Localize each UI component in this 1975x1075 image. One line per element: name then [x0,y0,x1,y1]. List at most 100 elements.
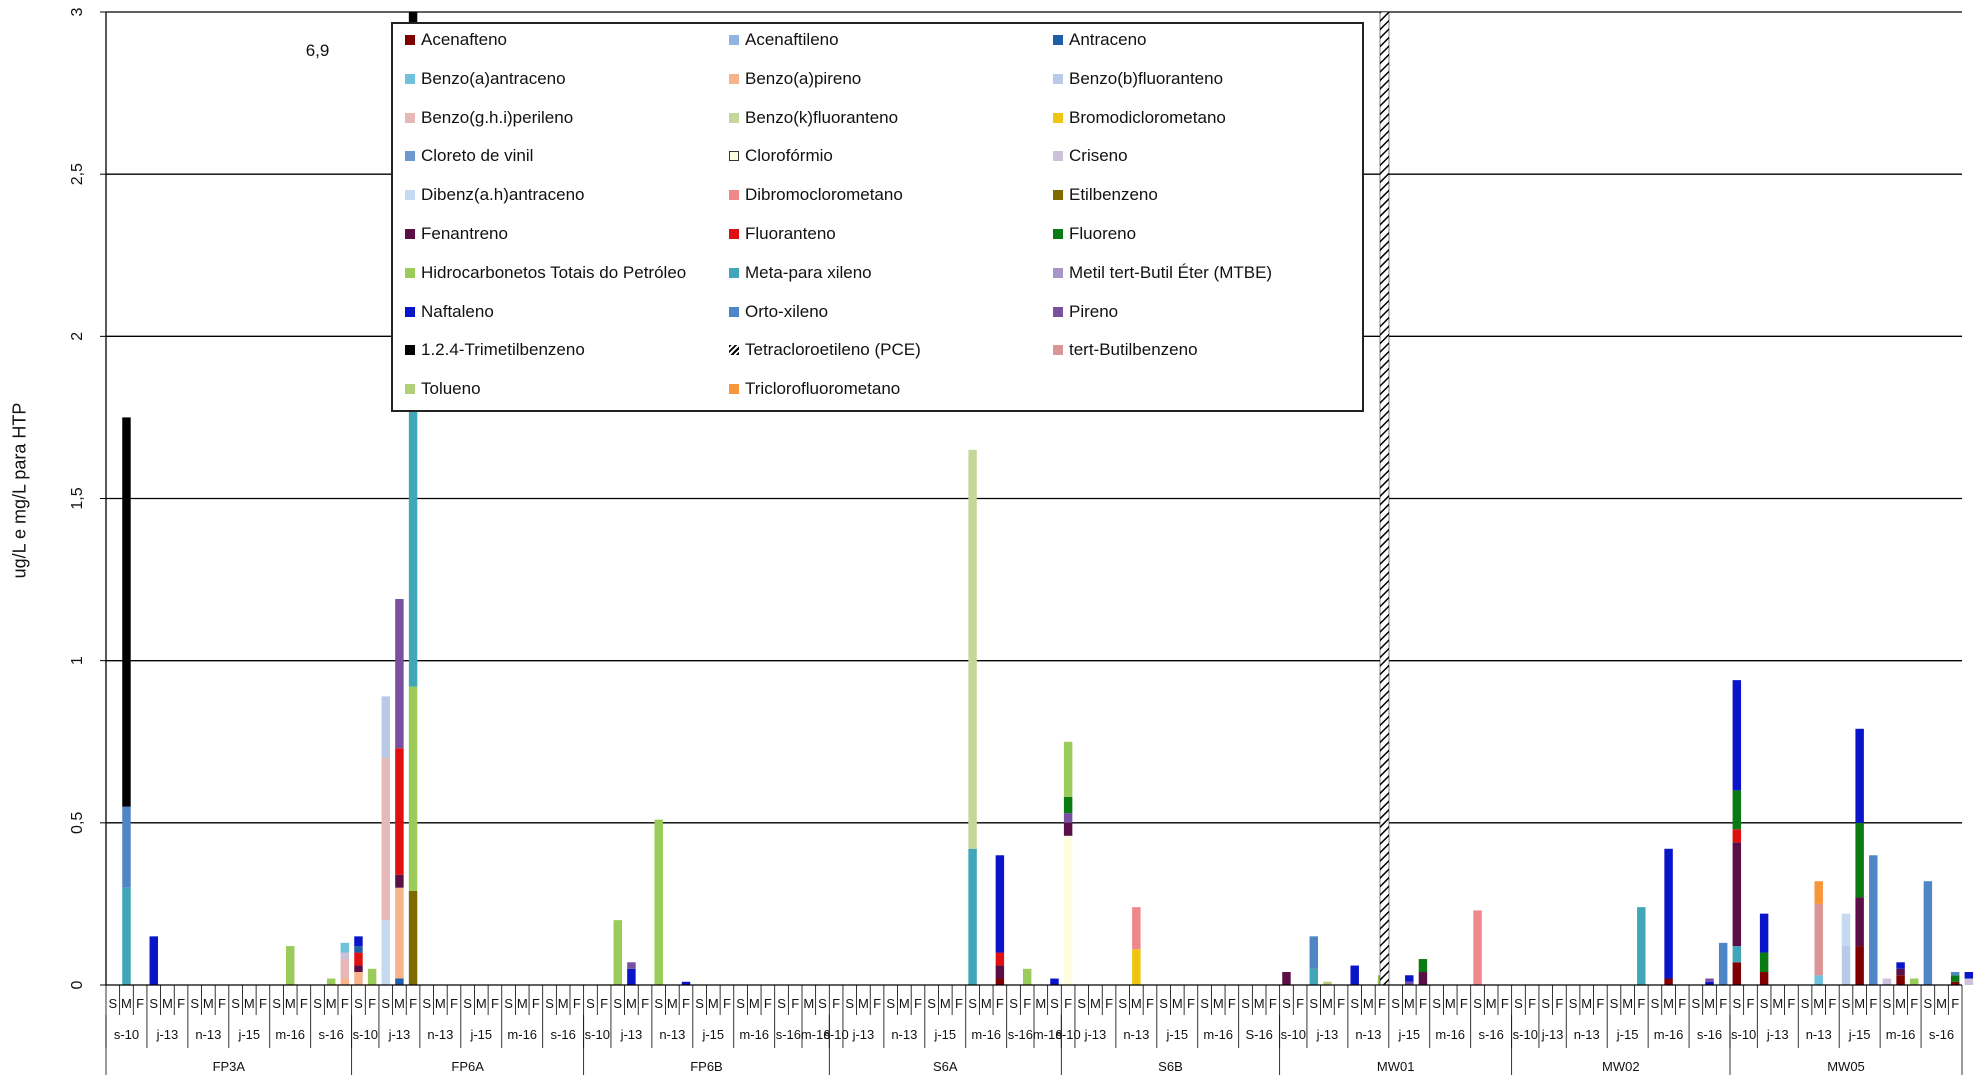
sample-label-54: S [845,996,854,1011]
well-label-4: S6B [1158,1059,1183,1074]
sample-label-28: F [491,996,499,1011]
sample-label-76: F [1146,996,1154,1011]
annotation-0: 6,9 [306,41,330,60]
sample-label-15: S [313,996,322,1011]
y-tick-label-5: 2,5 [69,163,86,185]
legend-item-28: Triclorofluorometano [729,379,900,399]
campaign-label-5-4: m-16 [1435,1027,1465,1042]
legend-label-13: Dibromoclorometano [745,185,903,205]
bar-22-seg-1 [408,686,418,891]
sample-label-108: M [1581,996,1592,1011]
bar-65 [995,855,1005,985]
sample-label-79: F [1187,996,1195,1011]
campaign-label-1-3: j-15 [469,1027,492,1042]
bar-67-seg-0 [1022,968,1032,985]
bar-119-seg-0 [1732,962,1742,985]
legend-swatch-19 [729,267,739,278]
campaign-label-3-2: n-13 [891,1027,917,1042]
sample-label-39: F [641,996,649,1011]
legend-item-14: Etilbenzeno [1053,185,1158,205]
campaign-label-2-1: j-13 [620,1027,643,1042]
bar-127 [1841,913,1851,985]
legend-swatch-24 [405,345,415,356]
campaign-label-1-0: s-10 [353,1027,378,1042]
bar-128-seg-2 [1855,822,1864,898]
bar-100 [1473,910,1482,985]
sample-label-44: M [708,996,719,1011]
sample-label-22: F [409,996,417,1011]
sample-label-65: F [996,996,1004,1011]
bar-117 [1705,978,1714,985]
sample-label-131: M [1895,996,1906,1011]
bar-1-seg-0 [122,887,131,985]
legend-item-27: Tolueno [405,379,481,399]
legend: Acenafteno Acenaftileno Antraceno Benzo(a)a… [391,22,1364,412]
campaign-label-4-0: s-10 [1055,1027,1080,1042]
sample-label-88: S [1309,996,1318,1011]
campaign-label-4-3: j-15 [1165,1027,1188,1042]
sample-label-12: S [272,996,281,1011]
campaign-label-0-2: n-13 [195,1027,221,1042]
bar-127-seg-1 [1841,913,1851,947]
sample-label-63: S [968,996,977,1011]
campaign-label-5-5: s-16 [1479,1027,1504,1042]
campaign-label-1-2: n-13 [427,1027,453,1042]
sample-label-35: S [586,996,595,1011]
campaign-label-3-3: j-15 [933,1027,956,1042]
campaign-label-7-4: m-16 [1886,1027,1916,1042]
legend-item-7: Benzo(k)fluoranteno [729,108,898,128]
bar-86-seg-0 [1282,972,1291,985]
sample-label-24: M [435,996,446,1011]
legend-swatch-18 [405,267,415,278]
legend-label-11: Criseno [1069,146,1128,166]
legend-label-17: Fluoreno [1069,224,1137,243]
sample-label-124: S [1801,996,1810,1011]
legend-label-9: Cloreto de vinil [421,146,534,166]
sample-label-19: F [368,996,376,1011]
sample-label-67: F [1023,996,1031,1011]
sample-label-43: S [695,996,704,1011]
bar-37-seg-0 [613,920,622,985]
sample-label-116: S [1692,996,1701,1011]
legend-item-21: Naftaleno [405,302,494,322]
bar-119-seg-1 [1732,946,1742,963]
sample-label-58: M [899,996,910,1011]
bar-135-seg-2 [1950,972,1960,976]
bar-13 [286,946,295,985]
sample-label-72: M [1090,996,1101,1011]
sample-label-62: F [955,996,963,1011]
bar-22-seg-0 [408,890,418,985]
legend-item-12: Dibenz(a.h)antraceno [405,185,584,205]
legend-item-20: Metil tert-Butil Éter (MTBE) [1053,263,1272,283]
sample-label-30: M [517,996,528,1011]
sample-label-50: F [791,996,799,1011]
legend-item-9: Cloreto de vinil [405,146,533,166]
y-axis-title: ug/L e mg/L para HTP [9,402,30,579]
sample-label-13: M [285,996,296,1011]
legend-item-16: Fluoranteno [729,224,836,244]
legend-swatch-28 [729,384,739,395]
legend-label-15: Fenantreno [421,224,508,243]
sample-label-42: F [682,996,690,1011]
legend-item-24: 1.2.4-Trimetilbenzeno [405,340,585,360]
legend-item-3: Benzo(a)antraceno [405,69,566,89]
sample-label-37: S [613,996,622,1011]
sample-label-6: S [190,996,199,1011]
bar-117-seg-1 [1705,978,1714,982]
campaign-label-5-0: s-10 [1281,1027,1306,1042]
bar-21-seg-2 [395,874,404,888]
bar-16-seg-0 [326,978,336,985]
bar-91 [1350,965,1359,985]
bar-38-seg-1 [627,962,636,969]
bar-119 [1732,680,1742,985]
legend-item-0: Acenafteno [405,30,507,50]
sample-label-17: F [341,996,349,1011]
campaign-label-0-5: s-16 [319,1027,344,1042]
campaign-label-2-0: s-10 [585,1027,610,1042]
sample-label-118: F [1719,996,1727,1011]
legend-item-19: Meta-para xileno [729,263,872,283]
sample-label-135: F [1951,996,1959,1011]
legend-label-0: Acenafteno [421,30,508,49]
campaign-label-1-1: j-13 [388,1027,411,1042]
